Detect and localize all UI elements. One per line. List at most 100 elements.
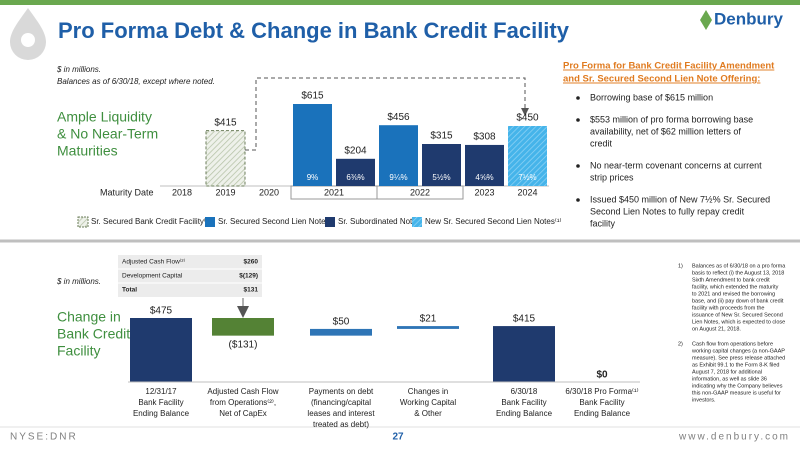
footnote-text: working capital changes (a non-GAAP bbox=[691, 348, 785, 354]
rate-label: 9% bbox=[307, 173, 319, 182]
logo: Denbury bbox=[700, 9, 784, 30]
side-label: Bank Credit bbox=[57, 326, 130, 342]
bar bbox=[397, 326, 459, 329]
footnote-text: base, and (ii) pay down of bank credit bbox=[692, 298, 784, 304]
x-tick-label: Ending Balance bbox=[574, 409, 631, 418]
sidebar-heading: Pro Forma for Bank Credit Facility Amend… bbox=[563, 61, 775, 72]
value-label: $0 bbox=[596, 370, 608, 381]
bullet-dot bbox=[576, 198, 580, 202]
table-cell: Adjusted Cash Flow⁽²⁾ bbox=[122, 258, 186, 266]
value-label: $21 bbox=[420, 314, 437, 325]
rate-label: 6⅜% bbox=[346, 173, 364, 182]
x-tick-label: Working Capital bbox=[400, 398, 457, 407]
footnote-number: 1) bbox=[678, 263, 683, 269]
legend-swatch bbox=[412, 217, 422, 227]
bullet-dot bbox=[576, 118, 580, 122]
value-label: $450 bbox=[516, 113, 539, 124]
footnote-text: to 2021 and revised the borrowing bbox=[692, 291, 775, 297]
bar bbox=[310, 328, 372, 336]
x-tick-label: Bank Facility bbox=[501, 398, 546, 407]
bar bbox=[205, 130, 246, 187]
bullet-dot bbox=[576, 96, 580, 100]
note: $ in millions. bbox=[56, 277, 101, 286]
x-tick-label: & Other bbox=[414, 409, 442, 418]
footnote-text: Sixth Amendment to bank credit bbox=[692, 277, 770, 283]
legend-label: Sr. Subordinated Notes bbox=[338, 217, 421, 226]
value-label: $456 bbox=[387, 112, 410, 123]
x-tick-label: Ending Balance bbox=[496, 409, 553, 418]
bullet-text: Borrowing base of $615 million bbox=[590, 92, 713, 102]
x-tick-label: 2024 bbox=[517, 187, 537, 197]
footnote-text: facility, which extended the maturity bbox=[692, 284, 779, 290]
table-cell: $131 bbox=[244, 287, 259, 294]
value-label: $308 bbox=[473, 132, 496, 143]
refinance-connector bbox=[245, 77, 529, 151]
sidebar-heading: and Sr. Secured Second Lien Note Offerin… bbox=[563, 74, 760, 85]
value-label: $415 bbox=[513, 314, 536, 325]
x-tick-label: Changes in bbox=[408, 387, 448, 396]
table-cell: Development Capital bbox=[122, 273, 183, 280]
bullet-text: facility bbox=[590, 218, 616, 228]
x-tick-label: Bank Facility bbox=[579, 398, 624, 407]
title: Pro Forma Debt & Change in Bank Credit F… bbox=[58, 18, 570, 43]
website: www.denbury.com bbox=[678, 432, 790, 443]
side-label: & No Near-Term bbox=[57, 126, 158, 142]
rate-label: 5½% bbox=[432, 173, 450, 182]
x-tick-label: Payments on debt bbox=[309, 387, 374, 396]
x-tick-label: treated as debt) bbox=[313, 420, 369, 429]
value-label: $50 bbox=[333, 317, 350, 328]
bullet-text: No near-term covenant concerns at curren… bbox=[590, 160, 762, 170]
bar bbox=[508, 126, 547, 186]
x-tick-label: leases and interest bbox=[307, 409, 375, 418]
footnote-text: August 7, 2018 for additional bbox=[692, 369, 762, 375]
x-tick-label: 2020 bbox=[259, 187, 279, 197]
bullet-text: Issued $450 million of New 7½% Sr. Secur… bbox=[590, 194, 770, 204]
x-tick-label: 2023 bbox=[474, 187, 494, 197]
x-tick-label: Ending Balance bbox=[133, 409, 190, 418]
note: Balances as of 6/30/18, except where not… bbox=[57, 77, 215, 86]
table-cell: $(129) bbox=[239, 273, 258, 280]
logo-text: Denbury bbox=[714, 9, 784, 28]
legend-swatch bbox=[205, 217, 215, 227]
bar bbox=[422, 144, 461, 186]
footnote-number: 2) bbox=[678, 341, 683, 347]
x-tick-label: 6/30/18 bbox=[511, 387, 538, 396]
side-label: Facility bbox=[57, 343, 101, 359]
bullet-text: availability, net of $62 million letters… bbox=[590, 126, 741, 136]
side-label: Change in bbox=[57, 309, 121, 325]
side-label: Maturities bbox=[57, 143, 118, 159]
value-label: $204 bbox=[344, 145, 367, 156]
page-number: 27 bbox=[392, 432, 404, 443]
footnote-text: Lien Notes, which is expected to close bbox=[692, 319, 785, 325]
side-label: Ample Liquidity bbox=[57, 109, 152, 125]
note: $ in millions. bbox=[56, 65, 101, 74]
x-tick-label: 2018 bbox=[172, 187, 192, 197]
bar bbox=[130, 318, 192, 382]
footnote-text: Cash flow from operations before bbox=[692, 341, 773, 347]
x-tick-label: (financing/capital bbox=[311, 398, 371, 407]
legend-swatch bbox=[325, 217, 335, 227]
rate-label: 4⅝% bbox=[475, 173, 493, 182]
x-tick-label: 12/31/17 bbox=[145, 387, 177, 396]
bar bbox=[379, 125, 418, 186]
footnote-text: basis to reflect (i) the August 13, 2018 bbox=[692, 270, 784, 276]
bullet-text: $553 million of pro forma borrowing base bbox=[590, 114, 753, 124]
footnote-text: facility with proceeds from the bbox=[692, 305, 764, 311]
value-label: $615 bbox=[301, 91, 324, 102]
legend-label: New Sr. Secured Second Lien Notes⁽¹⁾ bbox=[425, 217, 561, 226]
footnote-text: investors. bbox=[692, 397, 716, 403]
footnote-text: as Exhibit 99.1 to the Form 8-K filed bbox=[692, 362, 779, 368]
legend-label: Sr. Secured Bank Credit Facility⁽¹⁾ bbox=[91, 217, 211, 226]
table-cell: Total bbox=[122, 287, 137, 294]
bullet-text: Second Lien Notes to fully repay credit bbox=[590, 206, 745, 216]
footnote-text: information, as well as slide 36 bbox=[692, 376, 767, 382]
bar bbox=[336, 158, 375, 186]
footnote-text: issuance of New Sr. Secured Second bbox=[692, 312, 783, 318]
year-box bbox=[376, 185, 464, 200]
rate-label: 9¼% bbox=[389, 173, 407, 182]
footnote-text: Balances as of 6/30/18 on a pro forma bbox=[692, 263, 786, 269]
rate-label: 7½% bbox=[518, 173, 536, 182]
legend-swatch bbox=[77, 216, 89, 228]
value-label: ($131) bbox=[229, 339, 258, 350]
